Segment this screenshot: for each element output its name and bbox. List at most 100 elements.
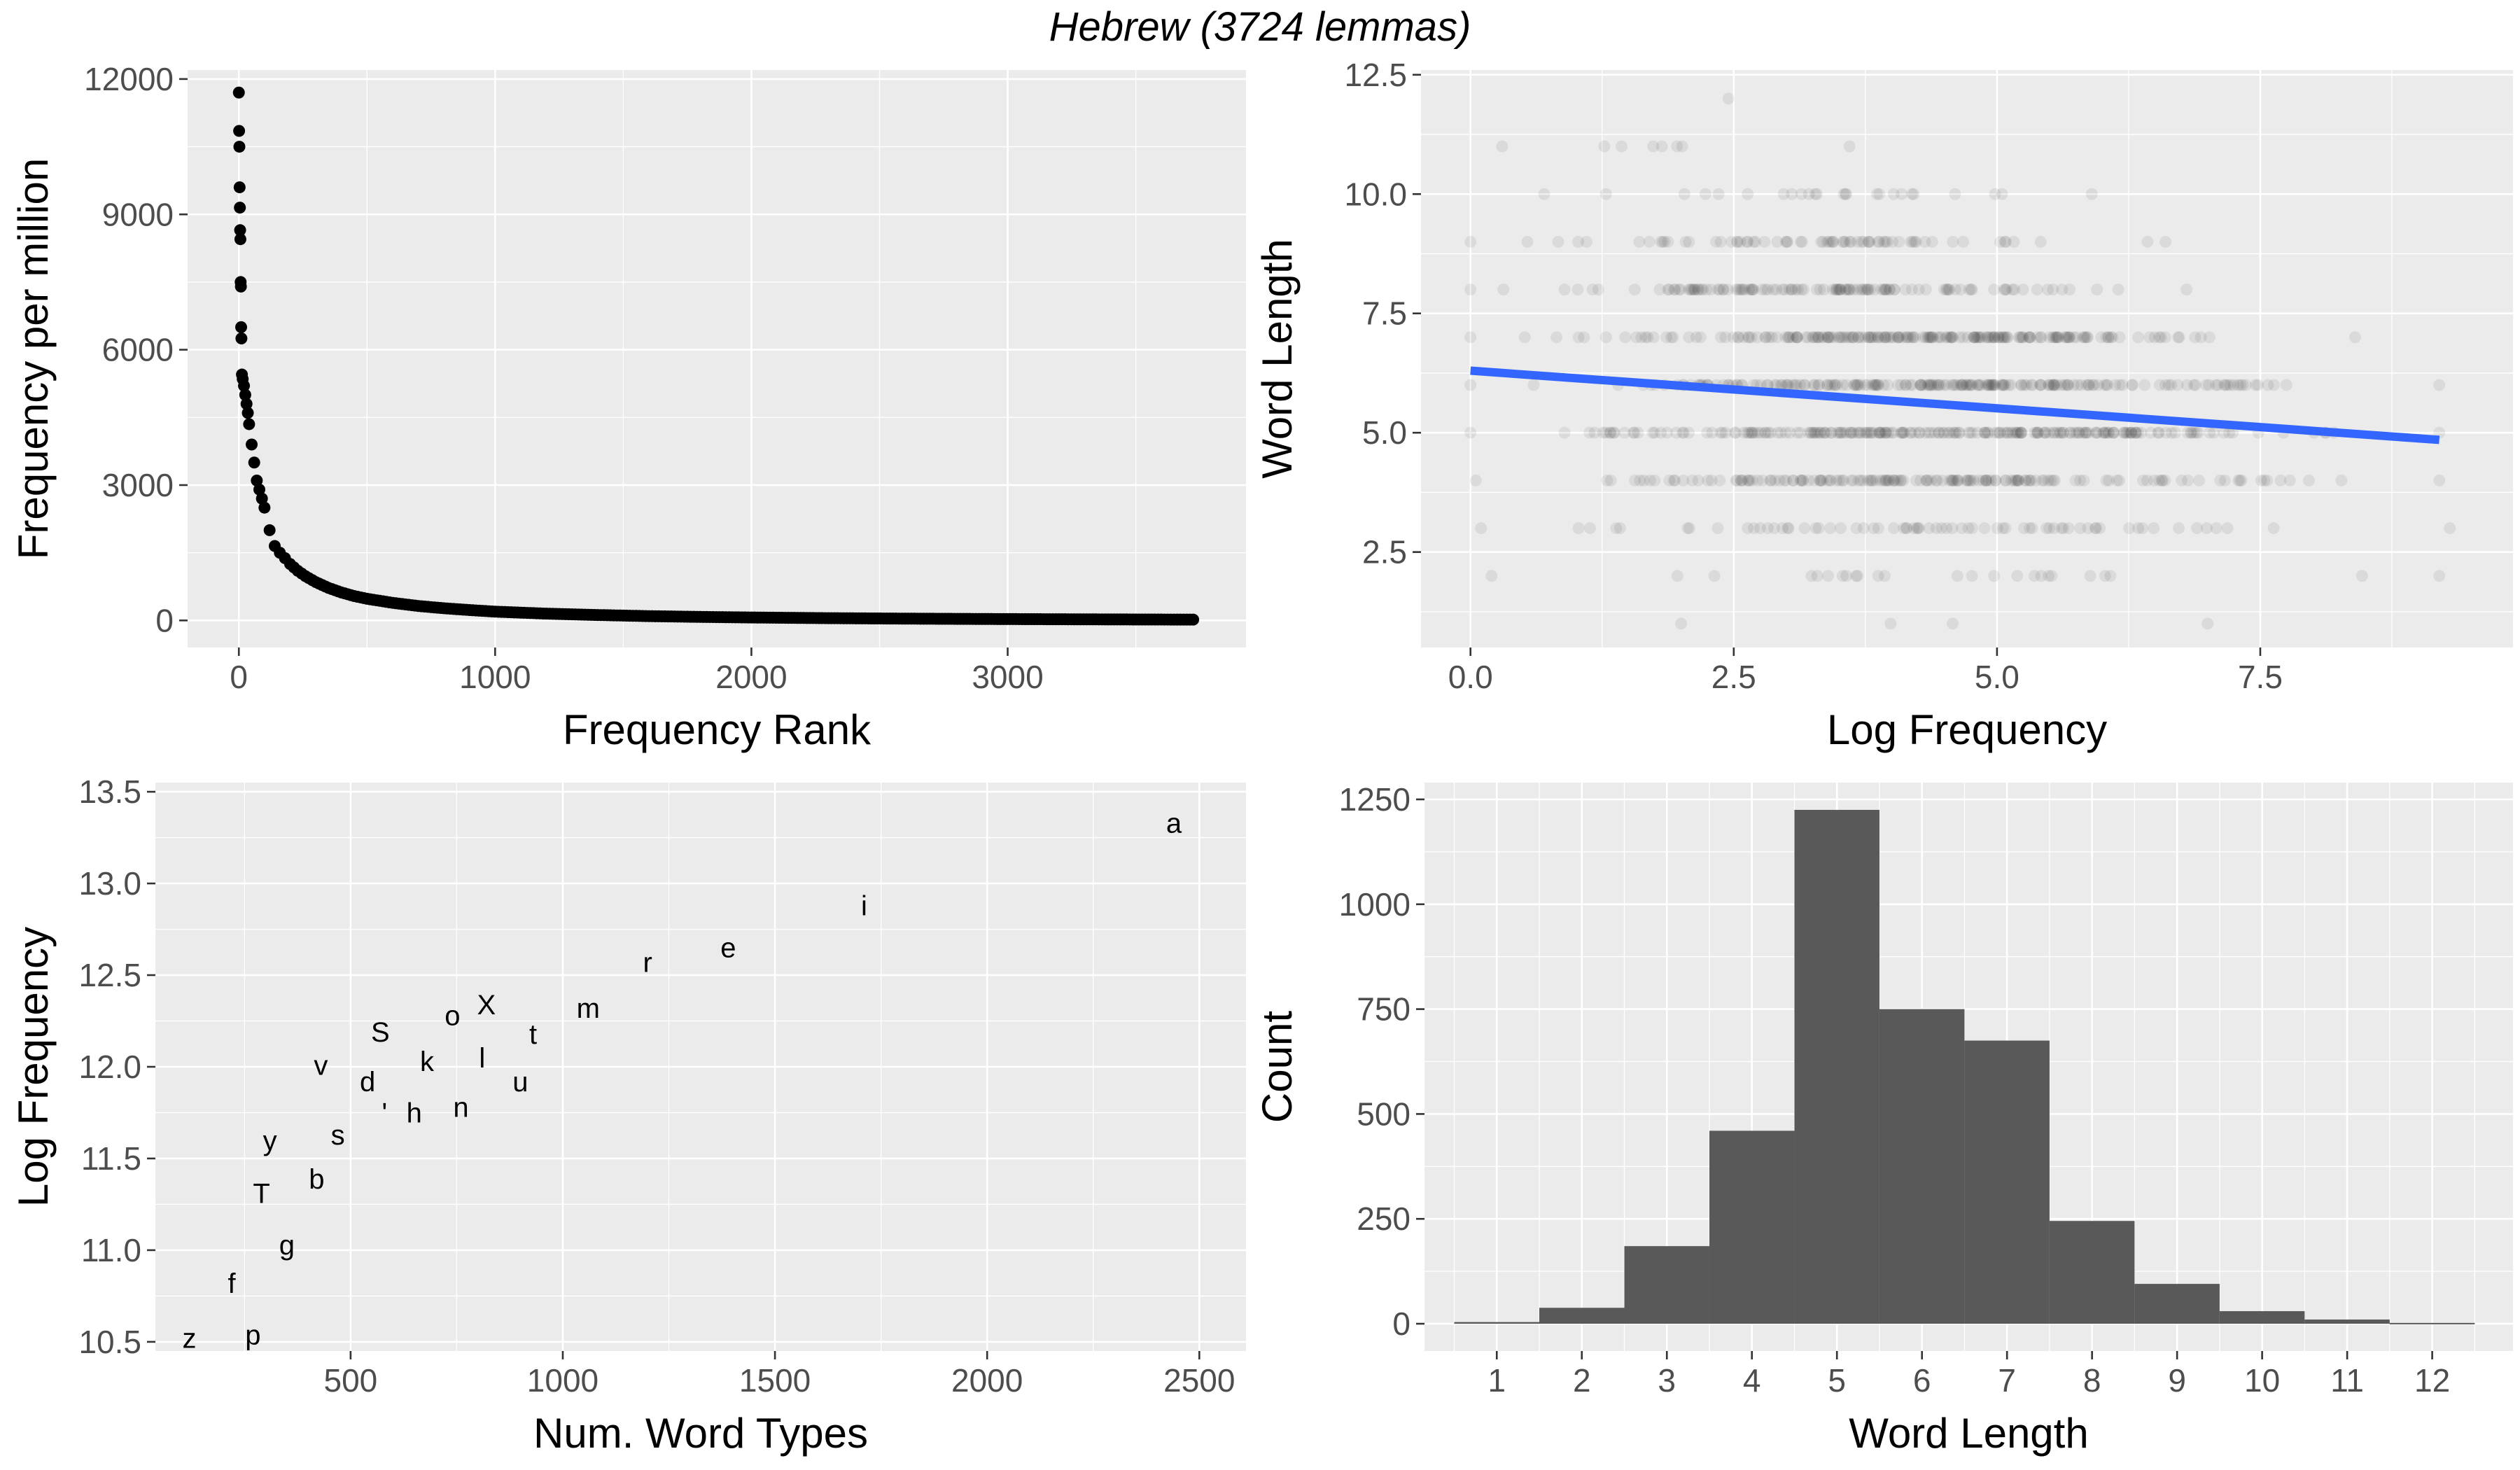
data-point — [1679, 235, 1692, 248]
data-point — [2080, 379, 2093, 391]
data-point — [1900, 522, 1912, 535]
data-point — [1850, 379, 1863, 391]
data-point — [1630, 331, 1643, 344]
data-point — [1882, 379, 1894, 391]
data-point — [1931, 474, 1944, 486]
data-point — [1900, 522, 1913, 535]
data-point — [1961, 379, 1973, 391]
data-point — [2031, 284, 2043, 296]
data-point — [1790, 379, 1802, 391]
data-point — [1924, 331, 1937, 344]
data-point — [1648, 474, 1661, 486]
data-point — [2063, 331, 2076, 344]
data-point — [1737, 284, 1749, 296]
letter-label: u — [512, 1067, 528, 1098]
data-point — [1882, 426, 1895, 439]
data-point — [1856, 235, 1868, 248]
letter-label: y — [263, 1126, 277, 1156]
data-point — [1837, 235, 1849, 248]
data-point — [1741, 235, 1754, 248]
data-point — [2079, 426, 2092, 439]
data-point — [1771, 235, 1784, 248]
data-point — [1598, 140, 1611, 153]
data-point — [2047, 379, 2060, 391]
data-point — [2039, 426, 2052, 439]
data-point — [1656, 235, 1669, 248]
data-point — [2210, 379, 2222, 391]
data-point — [2015, 331, 2028, 344]
data-point — [2090, 426, 2102, 439]
data-point — [1187, 613, 1200, 626]
data-point — [1897, 474, 1910, 486]
data-point — [1816, 235, 1829, 248]
data-point — [1815, 235, 1828, 248]
data-point — [2071, 379, 2084, 391]
data-point — [1796, 474, 1809, 486]
data-point — [2008, 235, 2020, 248]
data-point — [1940, 331, 1952, 344]
data-point — [2006, 426, 2019, 439]
data-point — [2001, 426, 2013, 439]
data-point — [1899, 379, 1912, 391]
data-point — [1469, 474, 1482, 486]
data-point — [1747, 522, 1760, 535]
data-point — [1872, 235, 1884, 248]
data-point — [1809, 522, 1822, 535]
data-point — [2123, 522, 2136, 535]
data-point — [235, 321, 248, 333]
data-point — [1786, 188, 1798, 200]
data-point — [2155, 474, 2168, 486]
data-point — [1675, 617, 1688, 630]
data-point — [1795, 188, 1807, 200]
data-point — [1879, 426, 1891, 439]
data-point — [1930, 379, 1942, 391]
data-point — [1578, 331, 1590, 344]
data-point — [1940, 284, 1952, 296]
data-point — [1521, 235, 1534, 248]
data-point — [1839, 284, 1851, 296]
data-point — [2015, 426, 2027, 439]
data-point — [1968, 331, 1980, 344]
data-point — [1809, 426, 1822, 439]
x-tick-label: 2000 — [715, 659, 787, 695]
data-point — [2125, 426, 2138, 439]
data-point — [1742, 188, 1754, 200]
data-point — [2038, 426, 2050, 439]
data-point — [1722, 92, 1735, 105]
data-point — [1688, 284, 1701, 296]
data-point — [2141, 474, 2153, 486]
frequency-rank-scatter-panel: 0 1000 2000 3000 0 3000 6000 9000 12000 Frequency… — [10, 61, 1246, 753]
data-point — [1973, 474, 1985, 486]
data-point — [1884, 284, 1896, 296]
data-point — [1949, 379, 1961, 391]
data-point — [1807, 379, 1820, 391]
data-point — [246, 438, 258, 451]
data-point — [1705, 474, 1718, 486]
regression-line — [1470, 366, 2440, 444]
data-point — [2189, 331, 2202, 344]
data-point — [2080, 426, 2092, 439]
data-point — [1792, 284, 1805, 296]
data-point — [1942, 284, 1955, 296]
data-point — [2045, 379, 2057, 391]
letter-label: t — [529, 1019, 537, 1050]
data-point — [2148, 331, 2161, 344]
data-point — [1999, 284, 2012, 296]
data-point — [1872, 570, 1884, 582]
histogram-bar — [2389, 1322, 2475, 1324]
data-point — [1826, 379, 1839, 391]
x-tick-label: 1000 — [459, 659, 531, 695]
histogram-bar — [1709, 1130, 1795, 1324]
data-point — [1896, 331, 1909, 344]
data-point — [1779, 331, 1792, 344]
data-point — [2068, 331, 2080, 344]
data-point — [1901, 331, 1914, 344]
data-point — [2069, 474, 2082, 486]
data-point — [1791, 331, 1804, 344]
data-point — [1932, 379, 1945, 391]
data-point — [1991, 522, 2003, 535]
data-point — [1984, 331, 1996, 344]
y-tick-label: 11.0 — [81, 1232, 141, 1268]
data-point — [1669, 284, 1681, 296]
data-point — [1572, 331, 1585, 344]
